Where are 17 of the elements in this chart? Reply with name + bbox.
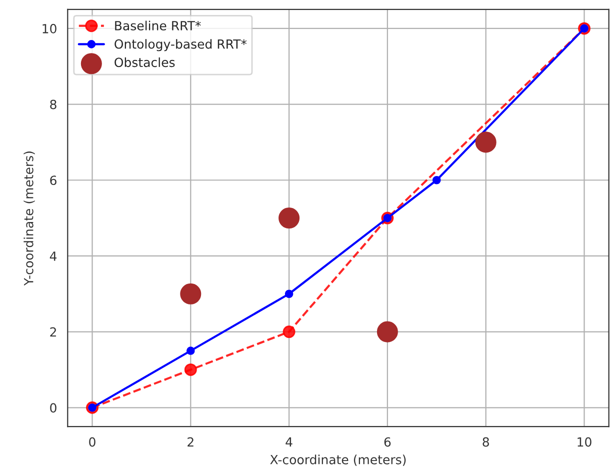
x-tick-label: 2 <box>188 437 194 447</box>
y-tick-label: 2 <box>50 327 56 337</box>
x-axis-title: X-coordinate (meters) <box>270 454 406 466</box>
x-tick-label: 6 <box>384 437 391 447</box>
y-tick-label: 10 <box>42 24 56 34</box>
y-tick-label: 8 <box>50 100 56 110</box>
legend-label: Ontology-based RRT* <box>114 39 247 52</box>
y-tick-label: 4 <box>50 252 57 261</box>
y-tick-label: 6 <box>50 176 56 186</box>
x-tick-label: 8 <box>482 437 489 447</box>
x-tick-label: 4 <box>286 437 292 447</box>
x-tick-label: 10 <box>578 437 592 447</box>
x-tick-label: 0 <box>89 437 96 447</box>
legend-label: Obstacles <box>114 57 175 68</box>
y-tick-label: 0 <box>50 403 56 413</box>
y-axis-title: Y-coordinate (meters) <box>24 152 35 286</box>
legend-label: Baseline RRT* <box>115 20 201 30</box>
